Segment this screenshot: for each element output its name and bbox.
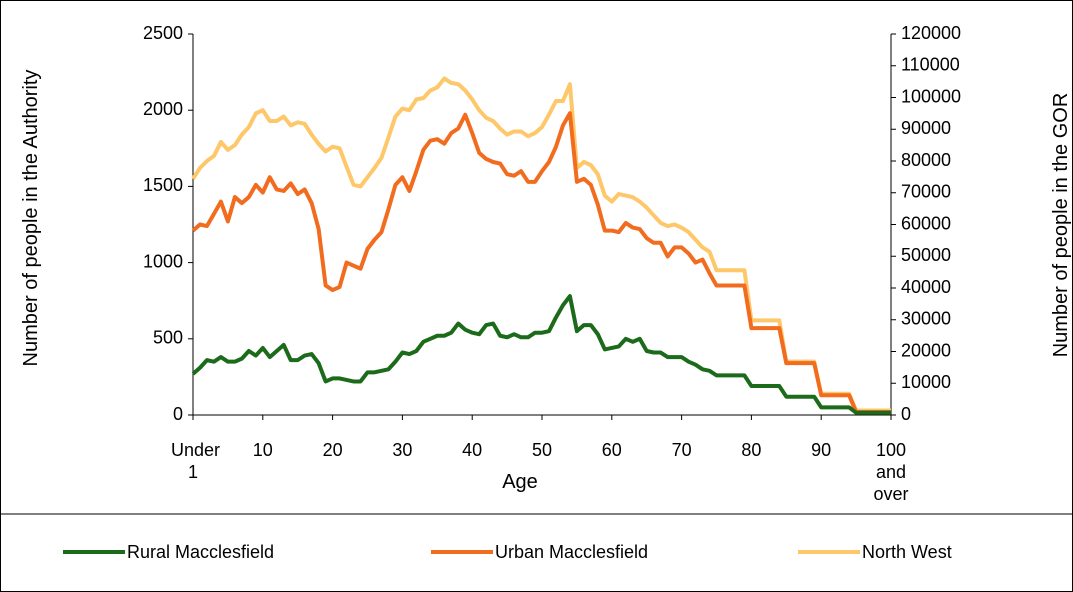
y2-tick-label: 10000	[901, 372, 951, 392]
y2-tick-label: 120000	[901, 23, 961, 43]
y-tick-label: 0	[173, 404, 183, 424]
y2-tick-label: 110000	[901, 55, 960, 75]
x-tick-label: 10	[252, 440, 273, 460]
y2-tick-label: 50000	[901, 245, 951, 265]
y2-tick-label: 80000	[901, 150, 951, 170]
x-tick-label: 20	[322, 440, 343, 460]
x-tick-label: 40	[462, 440, 483, 460]
legend-label: North West	[862, 542, 952, 562]
y2-tick-label: 60000	[901, 213, 951, 233]
y2-tick-label: 30000	[901, 309, 951, 329]
y2-axis-title: Number of people in the GOR	[1050, 92, 1072, 358]
x-tick-label: 60	[601, 440, 622, 460]
x-tick-label: 80	[741, 440, 762, 460]
y2-tick-label: 70000	[901, 182, 951, 202]
series-line	[191, 294, 891, 415]
y-tick-label: 500	[153, 328, 183, 348]
x-tick-label: Under 1	[171, 440, 221, 482]
y2-tick-label: 20000	[901, 340, 951, 360]
x-tick-label: 100 and over	[873, 440, 909, 504]
y-tick-label: 1000	[143, 251, 183, 271]
y-axis-title: Number of people in the Authority	[20, 69, 42, 367]
x-tick-label: 70	[671, 440, 692, 460]
y2-tick-label: 100000	[901, 86, 961, 106]
series-line	[191, 76, 891, 413]
y2-tick-label: 90000	[901, 118, 951, 138]
y2-tick-label: 0	[901, 404, 911, 424]
y2-tick-label: 40000	[901, 277, 951, 297]
x-axis-title: Age	[502, 471, 538, 493]
x-tick-label: 90	[811, 440, 832, 460]
y-tick-label: 1500	[143, 175, 183, 195]
y-tick-label: 2000	[143, 99, 183, 119]
series-line	[191, 111, 891, 414]
legend-label: Rural Macclesfield	[127, 542, 274, 562]
x-tick-label: 50	[531, 440, 553, 460]
y-tick-label: 2500	[143, 23, 183, 43]
x-tick-label: 30	[392, 440, 413, 460]
legend-label: Urban Macclesfield	[495, 542, 648, 562]
